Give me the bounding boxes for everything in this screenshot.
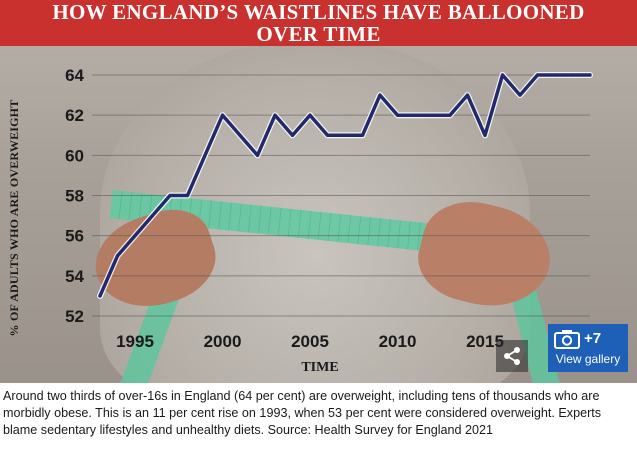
- data-point: [430, 113, 435, 117]
- share-button[interactable]: [496, 340, 528, 372]
- data-point: [553, 73, 557, 77]
- x-tick-label: 2010: [379, 332, 417, 351]
- y-tick-label: 52: [65, 307, 84, 326]
- data-point: [290, 133, 295, 137]
- data-point: [273, 113, 277, 117]
- x-tick-label: 1995: [116, 332, 154, 351]
- data-point: [168, 193, 172, 198]
- data-point: [518, 93, 522, 97]
- x-tick-label: 2015: [466, 332, 504, 351]
- data-point: [483, 133, 487, 137]
- data-point: [133, 234, 137, 238]
- x-axis-label: TIME: [301, 360, 339, 375]
- series-line: [98, 73, 592, 298]
- line-chart: 525456586062641995200020052010201520: [65, 66, 593, 351]
- y-tick-label: 60: [65, 146, 84, 165]
- data-point: [413, 113, 417, 117]
- data-point: [150, 213, 155, 218]
- y-tick-label: 54: [65, 267, 84, 286]
- data-point: [98, 294, 102, 298]
- y-axis-label: % OF ADULTS WHO ARE OVERWEIGHT: [7, 99, 21, 337]
- caption: Around two thirds of over-16s in England…: [3, 389, 602, 437]
- data-point: [325, 133, 330, 137]
- y-tick-label: 64: [65, 66, 84, 85]
- y-tick-label: 58: [65, 187, 84, 206]
- x-tick-label: 2005: [291, 332, 329, 351]
- data-point: [220, 113, 225, 117]
- data-point: [203, 153, 207, 157]
- data-point: [238, 133, 242, 137]
- chart-title: HOW ENGLAND’S WAISTLINES HAVE BALLOONED …: [52, 0, 585, 46]
- chart-title-bar: HOW ENGLAND’S WAISTLINES HAVE BALLOONED …: [0, 0, 637, 46]
- data-point: [343, 133, 347, 137]
- series-line-halo: [97, 72, 593, 299]
- y-tick-label: 56: [65, 227, 84, 246]
- data-point: [588, 73, 592, 77]
- x-tick-label: 2000: [204, 332, 242, 351]
- data-point: [395, 113, 400, 117]
- data-point: [115, 254, 120, 258]
- view-gallery-button[interactable]: +7 View gallery: [548, 324, 628, 372]
- y-tick-label: 62: [65, 106, 84, 125]
- data-point: [465, 93, 470, 97]
- data-point: [570, 73, 575, 77]
- share-icon: [504, 347, 520, 365]
- gallery-label: View gallery: [555, 352, 621, 366]
- camera-icon: [554, 330, 580, 349]
- data-point: [500, 73, 505, 77]
- data-point: [255, 153, 260, 157]
- chart-figure: HOW ENGLAND’S WAISTLINES HAVE BALLOONED …: [0, 0, 637, 383]
- gallery-count: +7: [584, 330, 602, 347]
- data-point: [308, 113, 312, 117]
- data-point: [378, 93, 382, 97]
- data-point: [360, 133, 365, 137]
- data-point: [185, 193, 190, 198]
- data-point: [535, 73, 540, 77]
- data-point: [448, 113, 452, 117]
